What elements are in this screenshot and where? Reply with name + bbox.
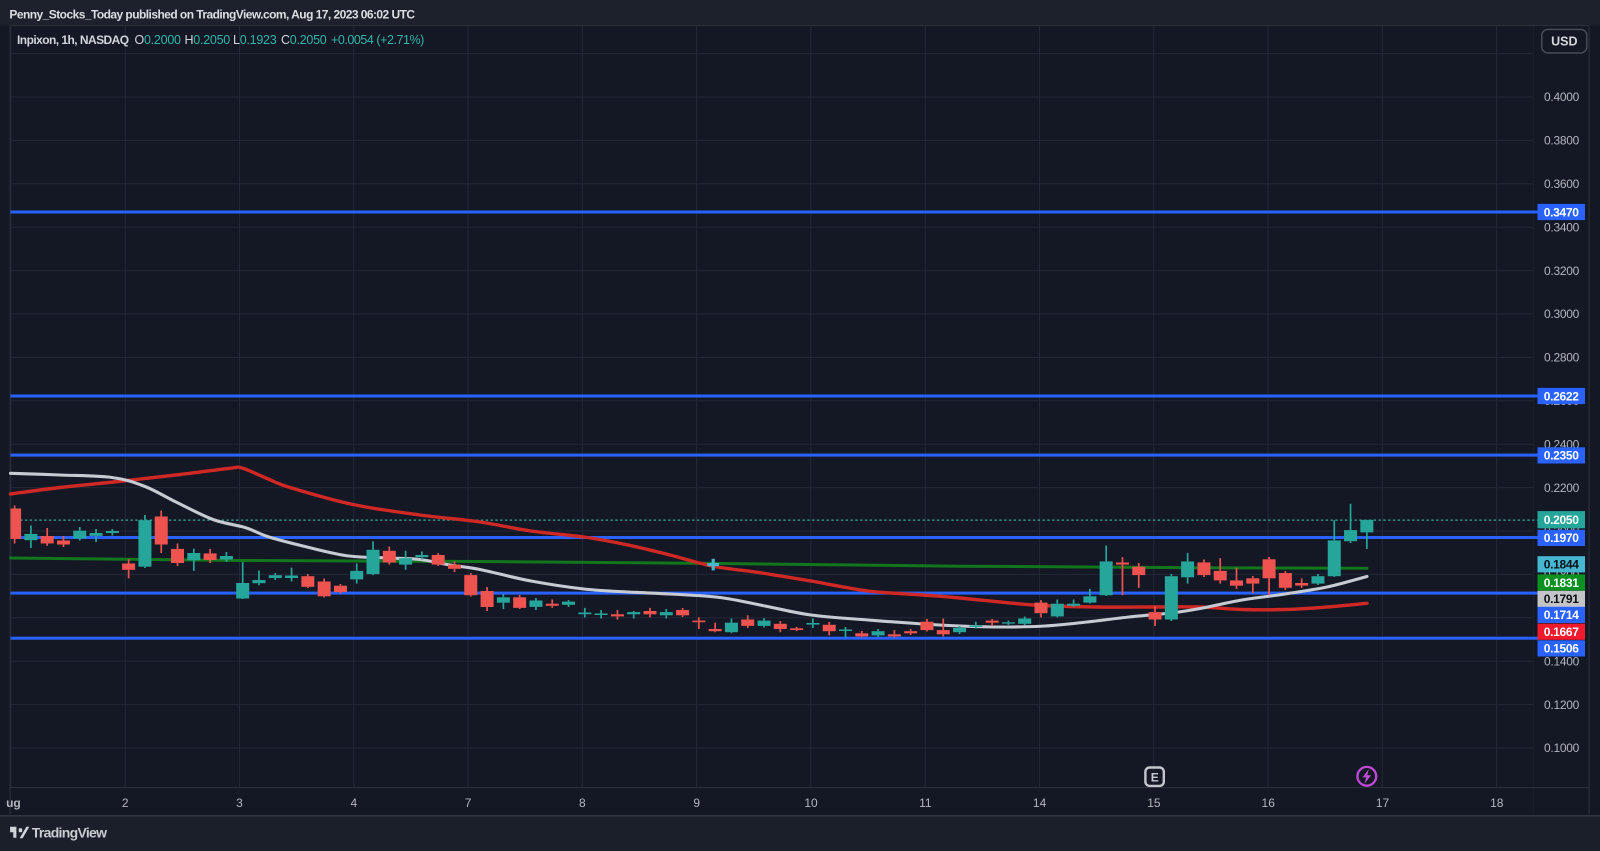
svg-text:14: 14: [1033, 796, 1047, 810]
svg-text:0.2050: 0.2050: [1544, 513, 1580, 527]
svg-text:0.1667: 0.1667: [1544, 625, 1580, 639]
svg-text:0.1714: 0.1714: [1544, 608, 1580, 622]
svg-text:0.1400: 0.1400: [1544, 654, 1580, 668]
svg-text:4: 4: [350, 796, 357, 810]
svg-text:0.1831: 0.1831: [1544, 576, 1580, 590]
svg-text:0.1506: 0.1506: [1544, 642, 1580, 656]
svg-text:0.3800: 0.3800: [1544, 134, 1580, 148]
svg-text:0.2200: 0.2200: [1544, 481, 1580, 495]
svg-text:7: 7: [465, 796, 472, 810]
svg-text:0.1200: 0.1200: [1544, 698, 1580, 712]
svg-text:ug: ug: [6, 796, 21, 810]
svg-text:3: 3: [236, 796, 243, 810]
svg-text:0.2622: 0.2622: [1544, 389, 1580, 403]
svg-text:0.2800: 0.2800: [1544, 351, 1580, 365]
svg-text:8: 8: [579, 796, 586, 810]
svg-text:0.3400: 0.3400: [1544, 220, 1580, 234]
svg-text:11: 11: [919, 796, 932, 810]
svg-text:18: 18: [1490, 796, 1504, 810]
svg-text:0.1844: 0.1844: [1544, 558, 1580, 572]
svg-text:0.1000: 0.1000: [1544, 741, 1580, 755]
svg-text:0.3200: 0.3200: [1544, 264, 1580, 278]
svg-text:0.3000: 0.3000: [1544, 307, 1580, 321]
svg-text:0.1970: 0.1970: [1544, 531, 1580, 545]
svg-text:0.3470: 0.3470: [1544, 205, 1580, 219]
svg-text:17: 17: [1376, 796, 1390, 810]
svg-text:USD: USD: [1551, 35, 1577, 49]
svg-text:0.4000: 0.4000: [1544, 90, 1580, 104]
svg-text:Penny_Stocks_Today published o: Penny_Stocks_Today published on TradingV…: [9, 8, 415, 22]
svg-text:0.2350: 0.2350: [1544, 449, 1580, 463]
svg-text:10: 10: [804, 796, 818, 810]
svg-text:E: E: [1151, 770, 1159, 784]
svg-text:TradingView: TradingView: [32, 825, 107, 841]
svg-text:0.3600: 0.3600: [1544, 177, 1580, 191]
svg-text:2: 2: [122, 796, 129, 810]
svg-text:0.1791: 0.1791: [1544, 592, 1580, 606]
svg-text:9: 9: [693, 796, 700, 810]
svg-text:16: 16: [1262, 796, 1276, 810]
svg-text:15: 15: [1147, 796, 1161, 810]
